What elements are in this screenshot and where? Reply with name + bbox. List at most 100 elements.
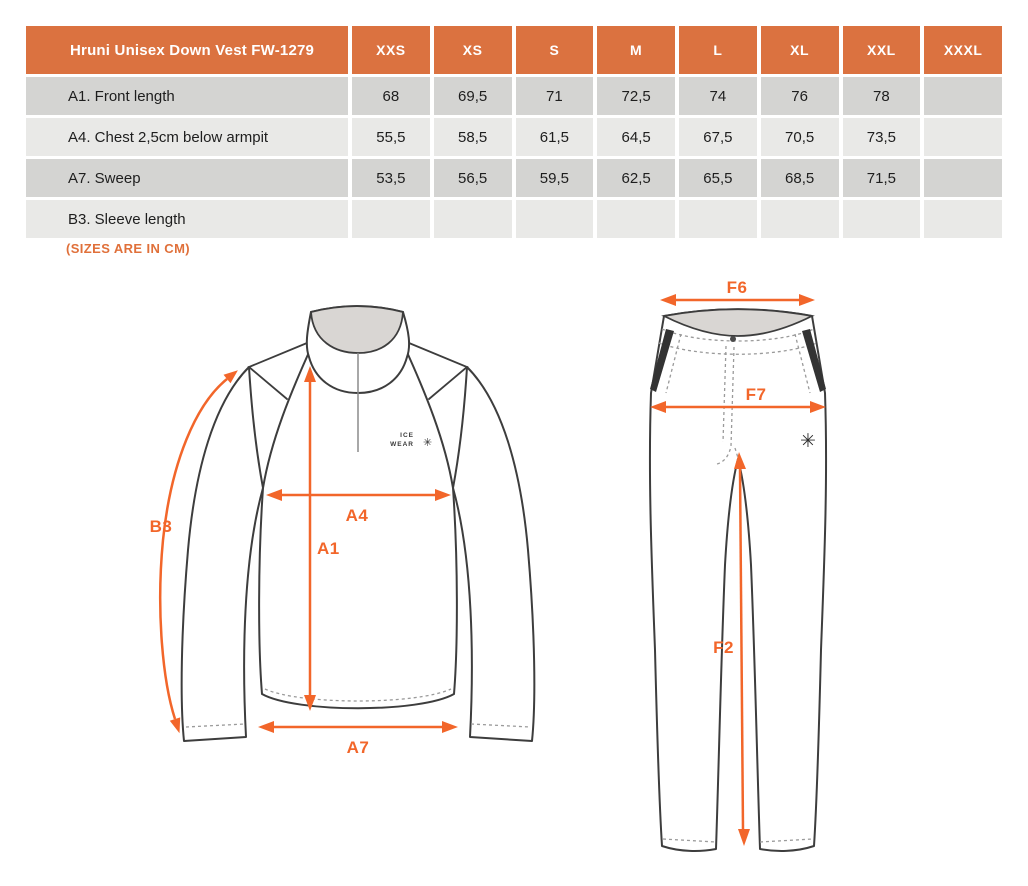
arrow-b3-line xyxy=(158,378,228,720)
snowflake-icon: ✳ xyxy=(423,436,432,449)
size-value-cell: 62,5 xyxy=(597,159,675,197)
size-value-cell: 71 xyxy=(515,77,594,115)
measurement-label-cell: B3. Sleeve length xyxy=(26,200,348,238)
size-value-cell: 72,5 xyxy=(597,77,675,115)
right-cuff-stitch xyxy=(470,723,531,728)
size-column-header: M xyxy=(597,26,675,74)
size-value-cell: 59,5 xyxy=(515,159,594,197)
arrowhead xyxy=(660,294,676,306)
size-value-cell xyxy=(924,159,1002,197)
snowflake-icon: ✳ xyxy=(800,430,816,452)
front-seam-stitch xyxy=(734,447,739,459)
logo-text-line2: WEAR xyxy=(390,441,414,448)
table-row: A1. Front length 68 69,5 71 72,5 74 76 7… xyxy=(26,77,1002,115)
table-row: B3. Sleeve length xyxy=(26,200,1002,238)
label-f6: F6 xyxy=(727,278,748,297)
size-value-cell: 69,5 xyxy=(433,77,512,115)
left-shoulder-seam xyxy=(247,342,308,400)
size-value-cell: 71,5 xyxy=(842,159,921,197)
jacket-right-sleeve xyxy=(452,366,536,742)
size-value-cell xyxy=(597,200,675,238)
table-header-row: Hruni Unisex Down Vest FW-1279 XXS XS S … xyxy=(26,26,1002,74)
jacket-diagram: ICE WEAR ✳ B3 A4 xyxy=(150,305,536,757)
size-value-cell xyxy=(760,200,839,238)
size-value-cell: 65,5 xyxy=(679,159,757,197)
units-note: (SIZES ARE IN CM) xyxy=(66,241,191,256)
arrowhead xyxy=(304,366,316,382)
size-value-cell: 58,5 xyxy=(433,118,512,156)
size-value-cell xyxy=(924,200,1002,238)
size-value-cell xyxy=(679,200,757,238)
size-value-cell: 78 xyxy=(842,77,921,115)
size-value-cell: 76 xyxy=(760,77,839,115)
left-pocket xyxy=(650,329,674,392)
size-column-header: S xyxy=(515,26,594,74)
table-row: A7. Sweep 53,5 56,5 59,5 62,5 65,5 68,5 … xyxy=(26,159,1002,197)
arrowhead xyxy=(304,695,316,711)
measurement-label-cell: A7. Sweep xyxy=(26,159,348,197)
pants-diagram: ✳ F6 F7 F2 xyxy=(648,278,828,852)
arrow-f6: F6 xyxy=(660,278,815,306)
arrow-f7: F7 xyxy=(650,385,826,413)
arrowhead xyxy=(435,489,451,501)
label-f2: F2 xyxy=(713,638,734,657)
left-cuff-stitch xyxy=(185,723,246,728)
product-title-cell: Hruni Unisex Down Vest FW-1279 xyxy=(26,26,348,74)
arrowhead xyxy=(223,370,238,384)
size-value-cell: 67,5 xyxy=(679,118,757,156)
right-pocket-stitch xyxy=(794,333,811,394)
arrow-b3: B3 xyxy=(150,370,238,734)
size-column-header: XXXL xyxy=(924,26,1002,74)
arrowhead xyxy=(810,401,826,413)
size-value-cell xyxy=(924,77,1002,115)
table-row: A4. Chest 2,5cm below armpit 55,5 58,5 6… xyxy=(26,118,1002,156)
size-value-cell: 55,5 xyxy=(352,118,430,156)
arrow-f2-line xyxy=(738,467,745,831)
measurement-label-cell: A4. Chest 2,5cm below armpit xyxy=(26,118,348,156)
arrow-a1: A1 xyxy=(304,366,340,711)
arrowhead xyxy=(442,721,458,733)
fly-stitch xyxy=(716,346,735,465)
waistband-panel xyxy=(661,308,815,337)
fly-stitch xyxy=(722,345,727,443)
right-hem-stitch xyxy=(759,838,814,843)
size-column-header: L xyxy=(679,26,757,74)
size-value-cell: 64,5 xyxy=(597,118,675,156)
size-value-cell: 56,5 xyxy=(433,159,512,197)
jacket-left-sleeve xyxy=(180,366,264,742)
arrowhead xyxy=(738,829,750,846)
size-value-cell: 61,5 xyxy=(515,118,594,156)
size-chart-table: Hruni Unisex Down Vest FW-1279 XXS XS S … xyxy=(22,23,1006,241)
label-f7: F7 xyxy=(746,385,767,404)
measurement-label-cell: A1. Front length xyxy=(26,77,348,115)
size-value-cell: 74 xyxy=(679,77,757,115)
size-value-cell xyxy=(433,200,512,238)
size-value-cell xyxy=(924,118,1002,156)
arrow-f2: F2 xyxy=(713,452,750,846)
right-shoulder-seam xyxy=(408,342,469,400)
size-value-cell: 68,5 xyxy=(760,159,839,197)
arrowhead xyxy=(258,721,274,733)
arrowhead xyxy=(266,489,282,501)
size-value-cell xyxy=(515,200,594,238)
left-pocket-stitch xyxy=(665,333,682,394)
arrow-a4: A4 xyxy=(266,489,451,525)
logo-text-line1: ICE xyxy=(400,432,414,439)
arrowhead xyxy=(169,717,181,734)
arrow-a7: A7 xyxy=(258,721,458,757)
size-column-header: XXS xyxy=(352,26,430,74)
left-hem-stitch xyxy=(662,838,717,843)
pants-body xyxy=(648,308,828,852)
size-value-cell: 70,5 xyxy=(760,118,839,156)
jacket-body xyxy=(258,349,458,710)
size-value-cell: 53,5 xyxy=(352,159,430,197)
waistband-stitch xyxy=(658,342,818,355)
label-a1: A1 xyxy=(317,539,340,558)
size-column-header: XXL xyxy=(842,26,921,74)
arrowhead xyxy=(650,401,666,413)
icewear-logo: ICE WEAR ✳ xyxy=(390,432,432,449)
size-value-cell: 68 xyxy=(352,77,430,115)
size-value-cell xyxy=(842,200,921,238)
